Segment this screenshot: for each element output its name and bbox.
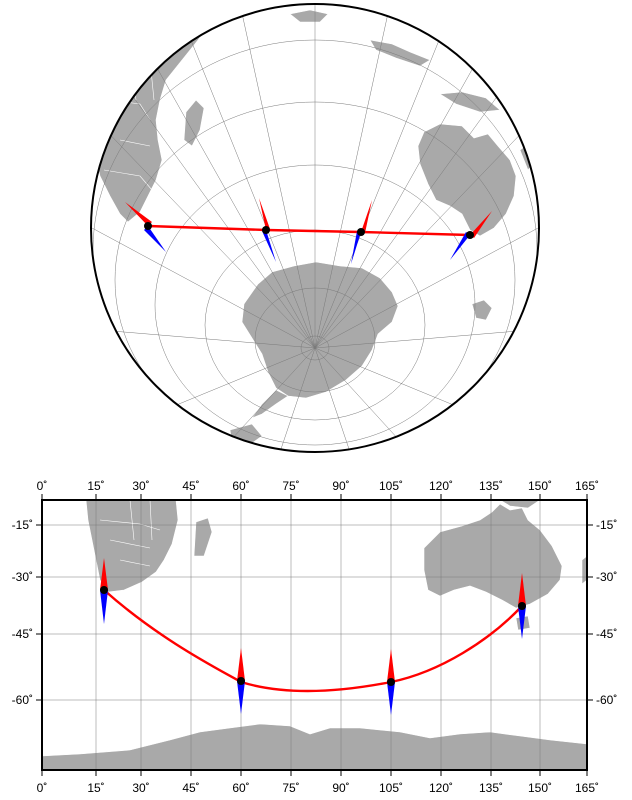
globe-compass-1 xyxy=(125,202,166,252)
y-tick-label: -60˚ xyxy=(12,693,33,707)
x-tick-label: 105˚ xyxy=(379,479,403,493)
compass-north-arrow xyxy=(237,648,245,681)
new-guinea xyxy=(439,91,501,113)
madagascar xyxy=(183,99,205,147)
globe-route-line xyxy=(147,224,471,237)
mercator-route-line xyxy=(103,589,523,693)
australia-landmass xyxy=(423,503,563,609)
compass-south-arrow xyxy=(237,681,245,714)
y-tick-label: -45˚ xyxy=(12,627,33,641)
x-tick-label: 165˚ xyxy=(575,479,599,493)
compass-north-arrow xyxy=(259,198,270,230)
x-tick-label: 165˚ xyxy=(575,781,599,795)
mercator-africa-borders xyxy=(99,500,161,567)
y-tick-labels-left: -15˚ -30˚ -45˚ -60˚ xyxy=(12,518,33,707)
y-tick-label: -15˚ xyxy=(12,518,33,532)
compass-north-arrow xyxy=(518,573,526,606)
compass-north-arrow xyxy=(470,211,492,238)
compass-center xyxy=(100,586,108,594)
compass-south-arrow xyxy=(144,226,166,252)
x-tick-label: 45˚ xyxy=(182,781,199,795)
compass-center xyxy=(237,677,245,685)
compass-south-arrow xyxy=(387,682,395,715)
x-tick-label: 135˚ xyxy=(479,781,503,795)
compass-center xyxy=(144,222,152,230)
x-tick-label: 15˚ xyxy=(87,781,104,795)
antarctic-peninsula xyxy=(251,389,289,419)
compass-center xyxy=(466,231,474,239)
x-tick-label: 60˚ xyxy=(232,479,249,493)
x-tick-label: 150˚ xyxy=(528,479,552,493)
x-tick-labels-top: 0˚ 15˚ 30˚ 45˚ 60˚ 75˚ 90˚ 105˚ 120˚ 135… xyxy=(37,479,599,493)
mercator-compass-4 xyxy=(518,573,526,639)
compass-south-arrow xyxy=(518,606,526,639)
x-tick-label: 90˚ xyxy=(332,479,349,493)
compass-center xyxy=(518,602,526,610)
x-tick-label: 150˚ xyxy=(528,781,552,795)
orthographic-map xyxy=(90,3,540,453)
x-tick-label: 15˚ xyxy=(87,479,104,493)
x-tick-label: 120˚ xyxy=(429,781,453,795)
x-tick-label: 105˚ xyxy=(379,781,403,795)
y-tick-label: -15˚ xyxy=(596,518,617,532)
x-tick-labels-bottom: 0˚ 15˚ 30˚ 45˚ 60˚ 75˚ 90˚ 105˚ 120˚ 135… xyxy=(37,781,599,795)
x-tick-label: 135˚ xyxy=(479,479,503,493)
mercator-graticule xyxy=(42,500,587,770)
compass-north-arrow xyxy=(361,200,372,233)
australia-landmass xyxy=(417,123,517,237)
compass-north-arrow xyxy=(125,202,152,226)
x-tick-label: 30˚ xyxy=(132,479,149,493)
x-tick-label: 75˚ xyxy=(282,781,299,795)
compass-center xyxy=(387,678,395,686)
mercator-compass-2 xyxy=(237,648,245,714)
compass-center xyxy=(262,226,270,234)
africa-landmass xyxy=(85,500,179,593)
x-tick-label: 45˚ xyxy=(182,479,199,493)
mercator-frame xyxy=(41,499,588,771)
mercator-map: 0˚ 15˚ 30˚ 45˚ 60˚ 75˚ 90˚ 105˚ 120˚ 135… xyxy=(12,479,618,795)
x-tick-label: 0˚ xyxy=(37,479,48,493)
antarctica-landmass xyxy=(42,723,587,770)
antarctica-landmass xyxy=(241,261,399,399)
y-tick-labels-right: -15˚ -30˚ -45˚ -60˚ xyxy=(596,518,617,707)
mercator-compass-1 xyxy=(100,558,108,624)
globe-compass-4 xyxy=(450,211,492,260)
x-tick-label: 30˚ xyxy=(132,781,149,795)
madagascar xyxy=(193,517,213,557)
x-tick-label: 60˚ xyxy=(232,781,249,795)
y-tick-label: -30˚ xyxy=(596,570,617,584)
indonesia-islands xyxy=(369,39,431,67)
compass-center xyxy=(357,228,365,236)
compass-south-arrow xyxy=(351,231,361,264)
africa-borders xyxy=(103,59,155,191)
indonesia-islands-2 xyxy=(289,9,329,23)
globe-outline xyxy=(90,3,540,453)
tasmania xyxy=(471,299,493,321)
compass-north-arrow xyxy=(387,649,395,682)
compass-south-arrow xyxy=(100,590,108,624)
x-tick-label: 90˚ xyxy=(332,781,349,795)
y-tick-label: -60˚ xyxy=(596,693,617,707)
globe-compass-2 xyxy=(259,198,276,262)
globe-graticule xyxy=(91,4,539,452)
compass-south-arrow xyxy=(450,232,470,260)
x-tick-label: 75˚ xyxy=(282,479,299,493)
y-tick-label: -45˚ xyxy=(596,627,617,641)
mercator-land xyxy=(42,500,587,770)
mercator-compass-3 xyxy=(387,649,395,715)
y-tick-label: -30˚ xyxy=(12,570,33,584)
x-tick-label: 0˚ xyxy=(37,781,48,795)
compass-north-arrow xyxy=(100,558,108,590)
new-guinea xyxy=(499,500,541,509)
mercator-ticks xyxy=(36,494,593,776)
compass-south-arrow xyxy=(262,230,276,262)
globe-compass-3 xyxy=(351,200,372,264)
x-tick-label: 120˚ xyxy=(429,479,453,493)
